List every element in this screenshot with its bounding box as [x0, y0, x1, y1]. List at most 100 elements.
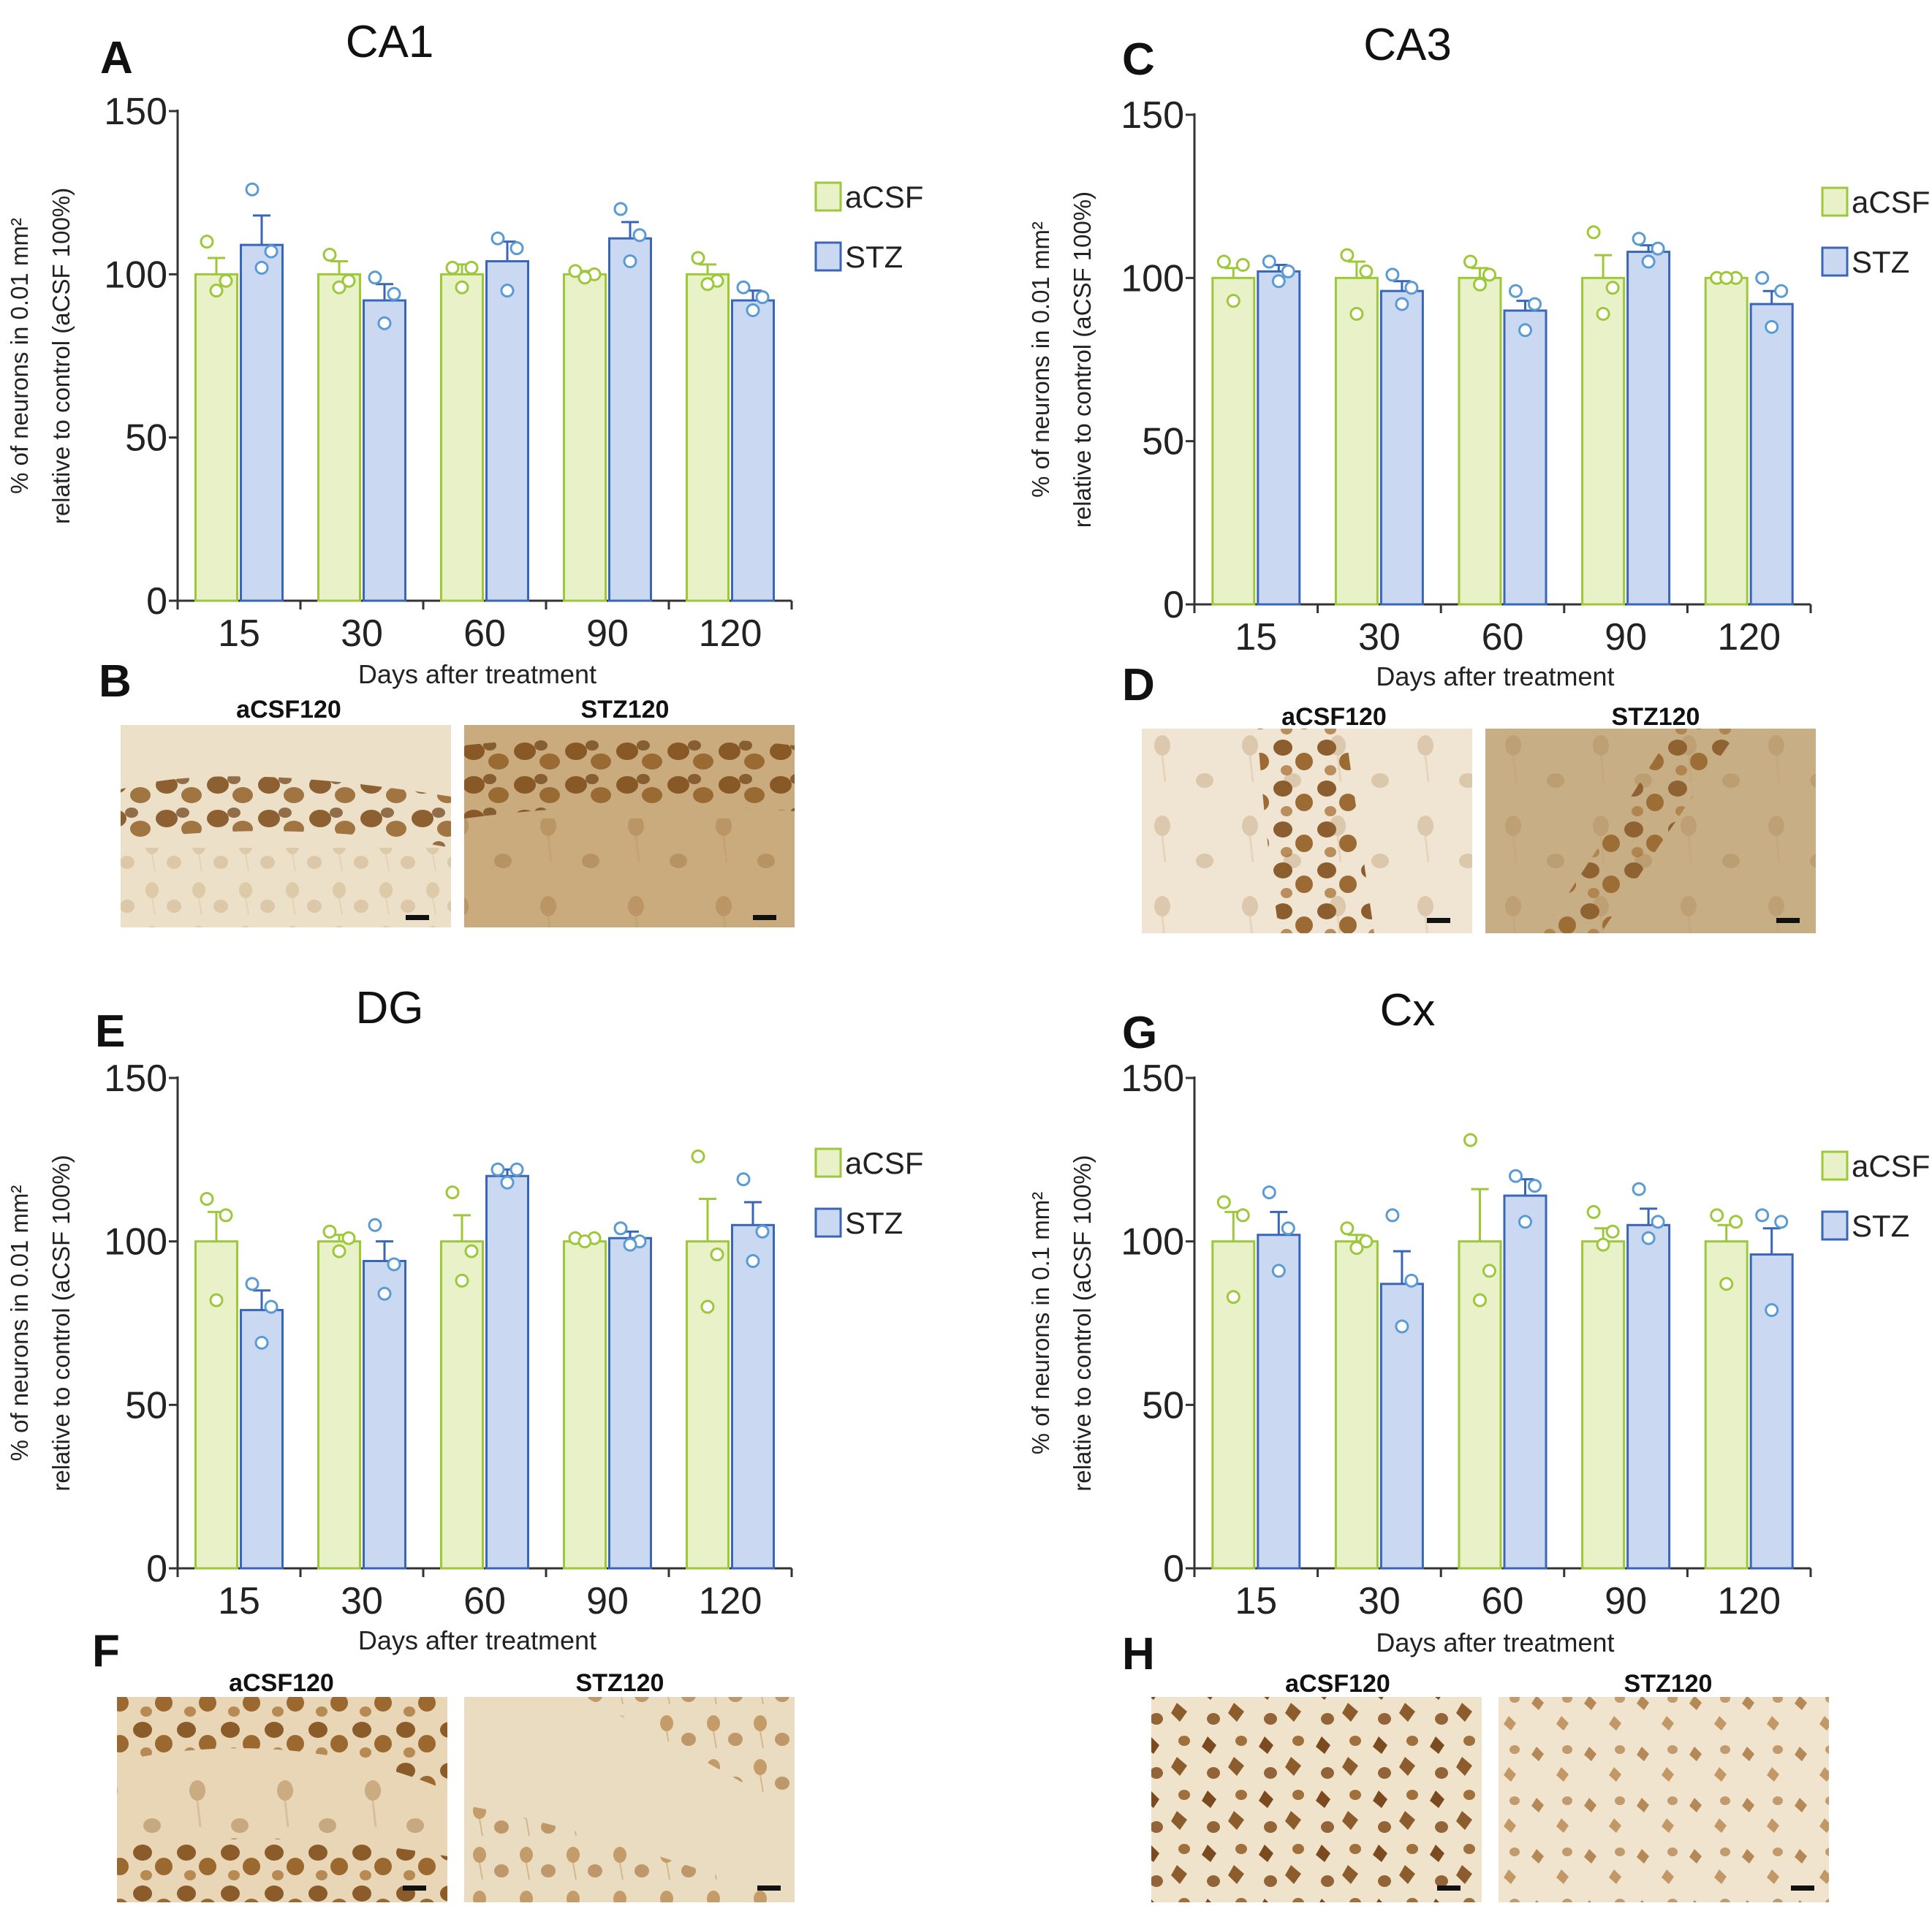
- micrograph-d-left-image: [1142, 729, 1472, 933]
- bar-acsf-30: [317, 273, 361, 602]
- y-tick-label: 150: [104, 91, 167, 133]
- x-tick-label: 90: [586, 1580, 629, 1622]
- x-tick-label: 60: [463, 1580, 506, 1622]
- data-point: [377, 316, 392, 330]
- data-point: [623, 254, 637, 268]
- panel-letter-d: D: [1122, 660, 1155, 710]
- data-point: [1651, 1215, 1665, 1229]
- micrograph-panel-d: aCSF120 STZ120: [1142, 703, 1816, 933]
- data-point: [632, 228, 647, 243]
- data-point: [322, 248, 337, 262]
- y-tick-label: 100: [104, 254, 167, 296]
- data-point: [490, 231, 505, 246]
- data-point: [254, 1335, 269, 1350]
- micrograph-d-right-caption: STZ120: [1612, 703, 1700, 731]
- x-tick-label: 30: [1358, 1580, 1401, 1622]
- chart-ca3: CA3 0 50 100 150 15 30 60 90 120 Days after treatm…: [1027, 20, 1930, 691]
- bar-acsf-120: [686, 273, 730, 602]
- data-point: [1340, 248, 1355, 262]
- bar-stz-15: [1257, 1234, 1301, 1570]
- data-point: [509, 1162, 524, 1177]
- x-axis-label: Days after treatment: [1376, 661, 1614, 691]
- data-point: [1518, 323, 1532, 338]
- panel-letter-f: F: [92, 1626, 120, 1676]
- legend-label-acsf: aCSF: [1852, 1149, 1930, 1183]
- bar-acsf-120: [686, 1240, 730, 1570]
- legend-label-stz: STZ: [1852, 1209, 1909, 1243]
- data-point: [1518, 1215, 1532, 1229]
- data-point: [577, 270, 592, 285]
- micrograph-b-right-image: [464, 725, 795, 927]
- x-tick-label: 15: [1235, 1580, 1277, 1622]
- bar-acsf-60: [440, 273, 484, 602]
- data-point: [1404, 1273, 1419, 1288]
- data-point: [490, 1162, 505, 1177]
- bar-acsf-60: [440, 1240, 484, 1570]
- data-point: [1482, 1264, 1496, 1278]
- micrograph-f-left-image: [117, 1697, 447, 1902]
- data-point: [1509, 284, 1523, 298]
- bar-stz-60: [1503, 1194, 1548, 1570]
- data-point: [1235, 257, 1250, 272]
- data-point: [1710, 1208, 1724, 1223]
- y-axis-label-line: relative to control (aCSF 100%): [1069, 191, 1096, 528]
- data-point: [245, 1277, 260, 1291]
- micrograph-b-right-caption: STZ120: [581, 696, 670, 724]
- legend-swatch-acsf: [1821, 1150, 1849, 1181]
- micrograph-h-left-caption: aCSF120: [1285, 1670, 1390, 1698]
- data-point: [1632, 232, 1646, 246]
- data-point: [755, 290, 770, 305]
- y-tick-label: 0: [1163, 1548, 1184, 1590]
- bar-stz-120: [1749, 303, 1794, 606]
- micrograph-panel-f: aCSF120 STZ120: [117, 1669, 795, 1902]
- data-point: [1385, 1208, 1400, 1223]
- data-point: [368, 1218, 382, 1232]
- data-point: [1632, 1182, 1646, 1196]
- data-point: [500, 1175, 515, 1190]
- y-tick-label: 150: [1121, 1057, 1184, 1100]
- micrograph-h-right-image: [1499, 1697, 1829, 1902]
- data-point: [746, 1254, 760, 1269]
- bar-acsf-120: [1704, 276, 1749, 606]
- legend-swatch-stz: [1821, 1210, 1849, 1241]
- data-point: [613, 1221, 628, 1236]
- legend-swatch-stz: [814, 241, 842, 272]
- data-point: [1482, 267, 1496, 282]
- data-point: [1271, 1264, 1286, 1278]
- data-point: [1473, 1293, 1487, 1307]
- y-tick-label: 100: [1121, 1221, 1184, 1264]
- data-point: [736, 280, 751, 295]
- data-point: [387, 286, 401, 301]
- panel-letter-g: G: [1122, 1008, 1157, 1058]
- x-tick-label: 120: [1717, 1580, 1781, 1622]
- panel-letter-c: C: [1122, 34, 1155, 85]
- legend-swatch-acsf: [1821, 186, 1849, 217]
- data-point: [710, 1247, 724, 1262]
- y-tick-label: 50: [125, 1384, 167, 1427]
- bar-stz-120: [1749, 1253, 1794, 1570]
- data-point: [700, 277, 715, 292]
- data-point: [1271, 274, 1286, 289]
- data-point: [200, 1192, 214, 1207]
- data-point: [1729, 1215, 1743, 1229]
- data-point: [1359, 264, 1374, 278]
- chart-title: DG: [356, 983, 424, 1033]
- bar-stz-90: [608, 1237, 652, 1570]
- micrograph-panel-b: aCSF120 STZ120: [121, 696, 795, 927]
- data-point: [341, 273, 356, 288]
- data-point: [577, 1234, 592, 1249]
- x-tick-label: 15: [1235, 616, 1277, 658]
- data-point: [1586, 1204, 1601, 1219]
- data-point: [1719, 270, 1734, 285]
- data-point: [1719, 1277, 1734, 1291]
- y-axis-label-line: relative to control (aCSF 100%): [1069, 1155, 1096, 1491]
- data-point: [264, 244, 279, 259]
- data-point: [1605, 281, 1620, 295]
- data-point: [464, 1244, 479, 1258]
- data-point: [341, 1231, 356, 1245]
- bar-acsf-30: [1334, 276, 1379, 606]
- y-tick-label: 50: [1142, 421, 1184, 463]
- legend-swatch-stz: [814, 1207, 842, 1238]
- data-point: [332, 280, 346, 295]
- chart-cx: Cx 0 50 100 150 15 30 60 90 120 Days after treatme…: [1027, 985, 1930, 1657]
